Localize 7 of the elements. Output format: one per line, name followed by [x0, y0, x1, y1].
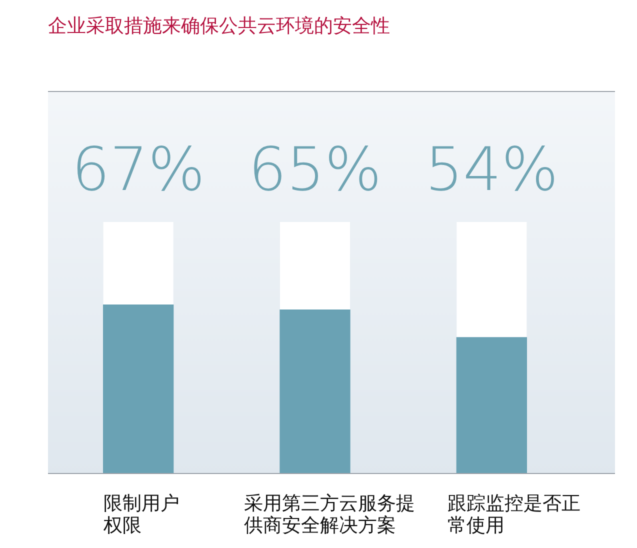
data-label: 67% [72, 135, 206, 205]
x-tick-label: 跟踪监控是否正常使用 [448, 494, 581, 537]
x-tick-label: 采用第三方云服务提供商安全解决方案 [244, 492, 415, 537]
data-label: 65% [248, 135, 382, 205]
x-tick-label: 限制用户权限 [102, 492, 180, 537]
chart-title: 企业采取措施来确保公共云环境的安全性 [48, 15, 390, 37]
data-label: 54% [424, 135, 558, 205]
